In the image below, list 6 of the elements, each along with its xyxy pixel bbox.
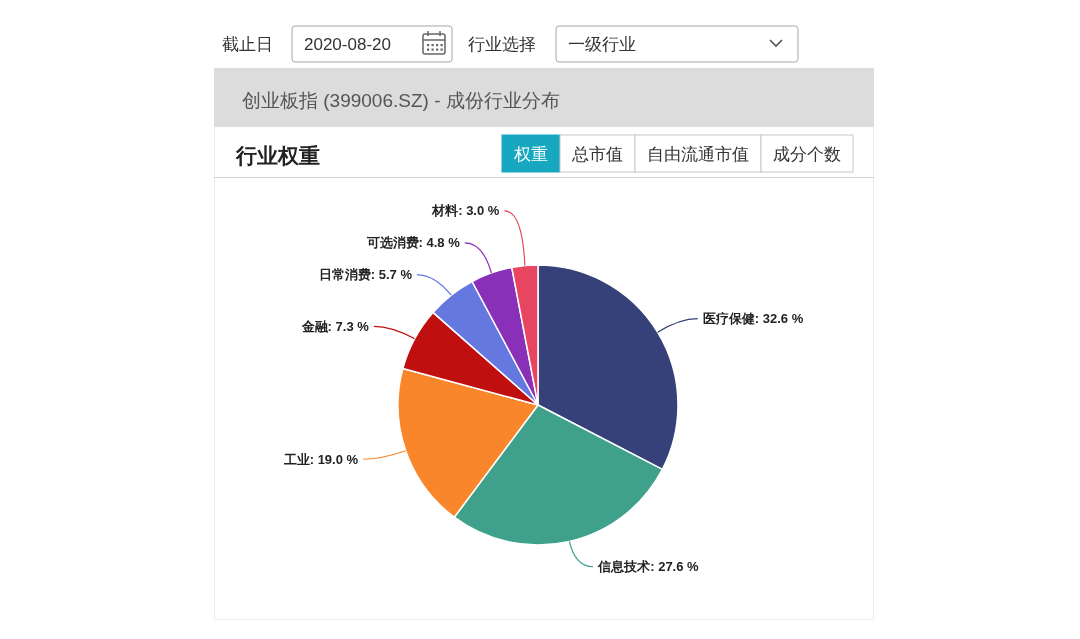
date-input: 2020-08-20	[291, 25, 453, 63]
label-industry: 行业选择	[468, 34, 536, 54]
subtitle: 创业板指 (399006.SZ) - 成份行业分布	[242, 89, 560, 111]
label-date: 截止日	[222, 34, 273, 54]
dropdown-industry: 一级行业	[555, 25, 799, 63]
title: 行业权重	[236, 143, 320, 167]
